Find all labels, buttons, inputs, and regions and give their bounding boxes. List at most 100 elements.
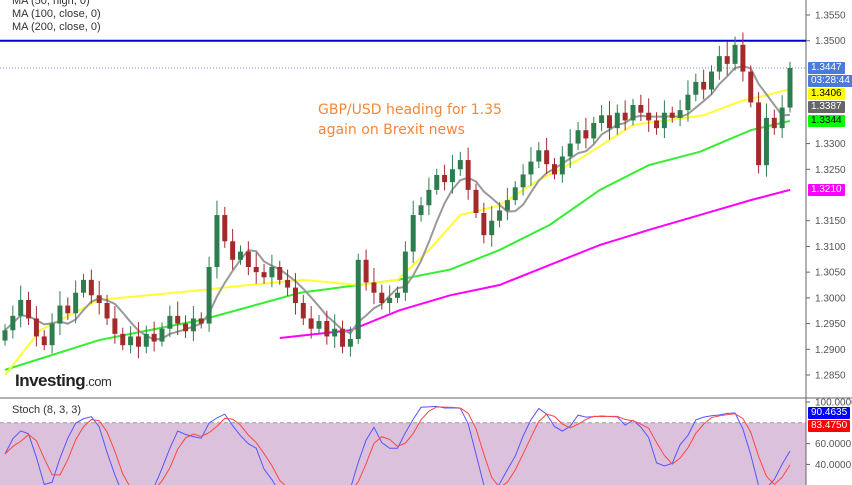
- candle-body: [222, 215, 228, 242]
- candle-body: [599, 115, 605, 124]
- stoch-k-line: [4, 405, 791, 485]
- candle-body: [112, 318, 118, 334]
- candle-body: [779, 107, 785, 129]
- candle-body: [206, 267, 212, 324]
- candle-body: [520, 174, 526, 188]
- stoch-label: Stoch (8, 3, 3): [12, 404, 82, 416]
- investing-logo: Investing.com: [15, 371, 112, 391]
- candle-body: [128, 336, 134, 346]
- candle-body: [763, 117, 769, 166]
- candle-body: [238, 251, 243, 260]
- stoch-band: [0, 422, 806, 485]
- logo-main: Investing: [15, 371, 86, 390]
- candle-body: [544, 150, 550, 165]
- candle-body: [410, 215, 416, 252]
- candle-body: [473, 189, 479, 214]
- candle-body: [379, 292, 385, 304]
- candle-body: [583, 130, 589, 139]
- y-tick-label: 1.3300: [815, 139, 846, 150]
- candle-body: [724, 56, 730, 64]
- candle-body: [395, 292, 400, 298]
- candle-body: [371, 282, 377, 293]
- candle-body: [567, 143, 573, 157]
- y-tick-label: 1.2850: [815, 371, 846, 382]
- candle-body: [277, 267, 283, 280]
- candle-body: [387, 297, 393, 304]
- candle-body: [183, 323, 189, 332]
- candle-body: [622, 112, 628, 121]
- y-tick-label: 1.3500: [815, 36, 846, 47]
- candle-body: [245, 251, 251, 268]
- indicator-legend: MA (50, high, 0) MA (100, close, 0) MA (…: [12, 0, 101, 34]
- candle-body: [332, 328, 338, 337]
- candle-body: [316, 321, 322, 329]
- price-tag: 03:28:44: [808, 74, 852, 87]
- candle-body: [10, 315, 16, 331]
- candle-body: [575, 130, 581, 144]
- candle-body: [88, 279, 94, 296]
- candle-body: [340, 328, 346, 347]
- candle-body: [33, 318, 39, 337]
- candle-body: [497, 210, 503, 221]
- candle-body: [230, 241, 236, 260]
- candle-body: [159, 328, 165, 342]
- candle-body: [552, 164, 557, 175]
- candle-body: [190, 318, 196, 332]
- candle-body: [418, 205, 424, 216]
- y-tick-label: 1.2900: [815, 345, 846, 356]
- candle-body: [646, 112, 652, 121]
- candle-body: [167, 315, 173, 329]
- ma50-line: [4, 88, 791, 376]
- candle-body: [347, 339, 353, 347]
- candle-body: [716, 56, 722, 72]
- stoch-d-line: [4, 406, 791, 485]
- price-tag: 1.3210: [808, 183, 845, 196]
- candle-body: [457, 160, 463, 170]
- candle-body: [559, 156, 565, 175]
- candle-body: [96, 295, 102, 304]
- candle-body: [661, 112, 667, 129]
- candle-body: [606, 115, 612, 129]
- annotation: GBP/USD heading for 1.35 again on Brexit…: [318, 100, 502, 140]
- candle-body: [308, 318, 314, 329]
- candle-body: [732, 44, 738, 64]
- candle-body: [489, 220, 495, 236]
- stoch-tag: 90.4635: [808, 407, 851, 419]
- candle-body: [512, 187, 518, 201]
- candle-body: [292, 287, 298, 304]
- candle-body: [630, 105, 636, 121]
- candle-body: [756, 102, 762, 166]
- candle-body: [261, 272, 267, 278]
- candle-body: [693, 81, 699, 95]
- candle-body: [120, 333, 126, 346]
- legend-ma100: MA (100, close, 0): [12, 8, 101, 20]
- candle-body: [449, 169, 455, 183]
- candle-body: [536, 150, 542, 162]
- candle-body: [324, 321, 330, 337]
- candle-body: [175, 315, 181, 324]
- candle-body: [198, 318, 204, 324]
- candle-body: [49, 323, 55, 346]
- candle-body: [285, 279, 291, 288]
- candle-body: [669, 112, 675, 118]
- price-tag: 1.3406: [808, 87, 845, 100]
- candle-body: [300, 303, 306, 319]
- legend-ma200: MA (200, close, 0): [12, 21, 101, 33]
- candle-body: [151, 333, 157, 342]
- candle-body: [771, 117, 777, 129]
- candle-body: [787, 67, 793, 108]
- candle-body: [355, 259, 361, 340]
- candle-body: [591, 123, 597, 139]
- candle-body: [748, 71, 754, 103]
- candle-body: [504, 200, 510, 211]
- annotation-line-1: GBP/USD heading for 1.35: [318, 102, 502, 118]
- candle-body: [18, 299, 24, 316]
- y-tick-label: 1.2950: [815, 319, 846, 330]
- candle-body: [677, 110, 683, 118]
- candle-body: [528, 161, 534, 175]
- candle-body: [104, 303, 110, 319]
- stoch-tick-label: 100.0000: [815, 398, 852, 409]
- y-tick-label: 1.3050: [815, 268, 846, 279]
- candle-body: [434, 174, 440, 190]
